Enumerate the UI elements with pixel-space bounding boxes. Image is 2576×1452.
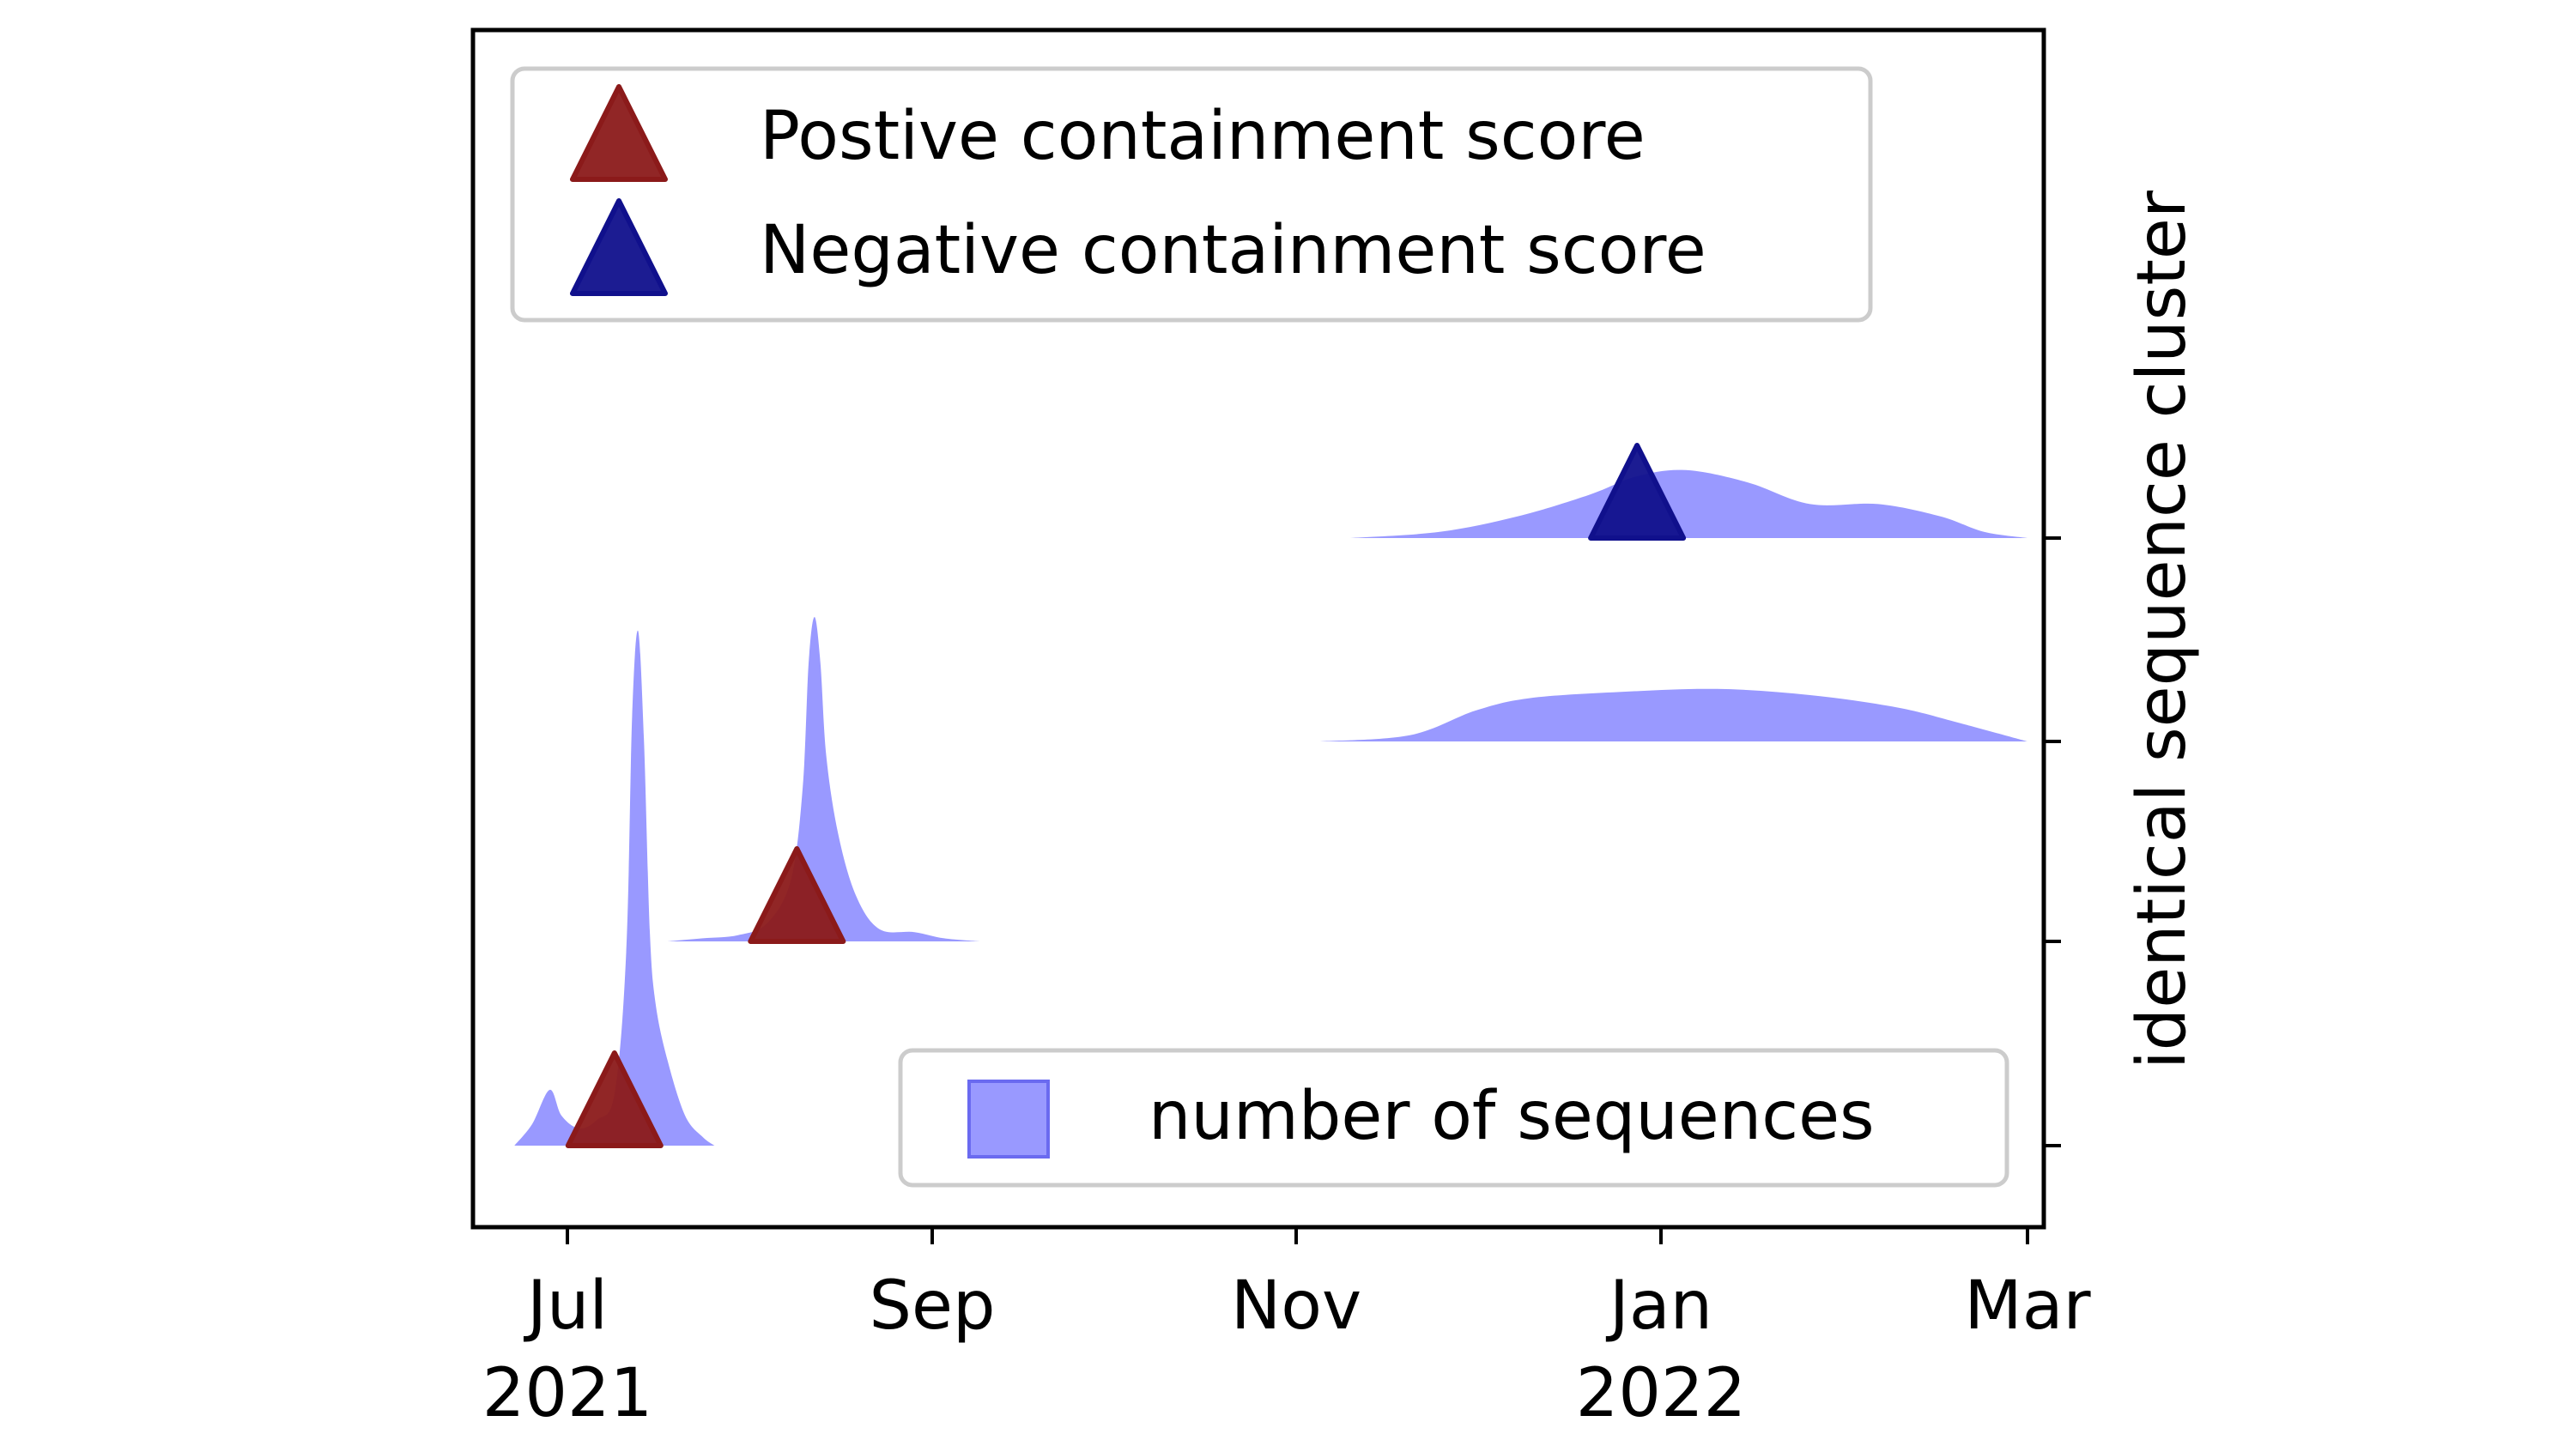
legend-sequences-label: number of sequences — [1149, 1078, 1875, 1155]
marker-positive-2 — [748, 846, 846, 944]
legend-score: Postive containment score Negative contai… — [510, 66, 1873, 323]
density-layer — [514, 469, 2027, 1146]
density-cluster-2 — [667, 617, 980, 941]
legend-score-label: Postive containment score — [760, 98, 1646, 175]
legend-sequences: number of sequences — [898, 1048, 2009, 1188]
x-tick-year-label: 2021 — [482, 1355, 653, 1432]
density-cluster-4 — [1349, 469, 2027, 538]
x-tick-label: Nov — [1231, 1267, 1361, 1345]
marker-negative-4 — [1588, 443, 1687, 541]
legend-sequences-swatch-icon — [967, 1080, 1050, 1159]
y-axis — [2044, 536, 2061, 1147]
x-tick-label: Jan — [1605, 1267, 1712, 1345]
density-cluster-3 — [1319, 688, 2027, 741]
legend-score-label: Negative containment score — [760, 212, 1706, 289]
x-tick-label: Sep — [869, 1267, 995, 1345]
marker-layer — [565, 443, 1687, 1148]
x-tick-label: Jul — [523, 1267, 608, 1345]
legend-marker-negative-icon — [570, 198, 668, 296]
legend-marker-positive-icon — [570, 84, 668, 182]
marker-positive-1 — [565, 1050, 664, 1148]
legend-sequences-box — [898, 1048, 2009, 1188]
x-tick-year-label: 2022 — [1576, 1355, 1747, 1432]
legend-score-box — [510, 66, 1873, 323]
plot-frame — [470, 27, 2046, 1230]
x-tick-label: Mar — [1964, 1267, 2091, 1345]
x-axis: Jul 2021 Sep Nov Jan 2022 Mar — [482, 1227, 2092, 1432]
y-axis-label: identical sequence cluster — [2124, 190, 2201, 1069]
